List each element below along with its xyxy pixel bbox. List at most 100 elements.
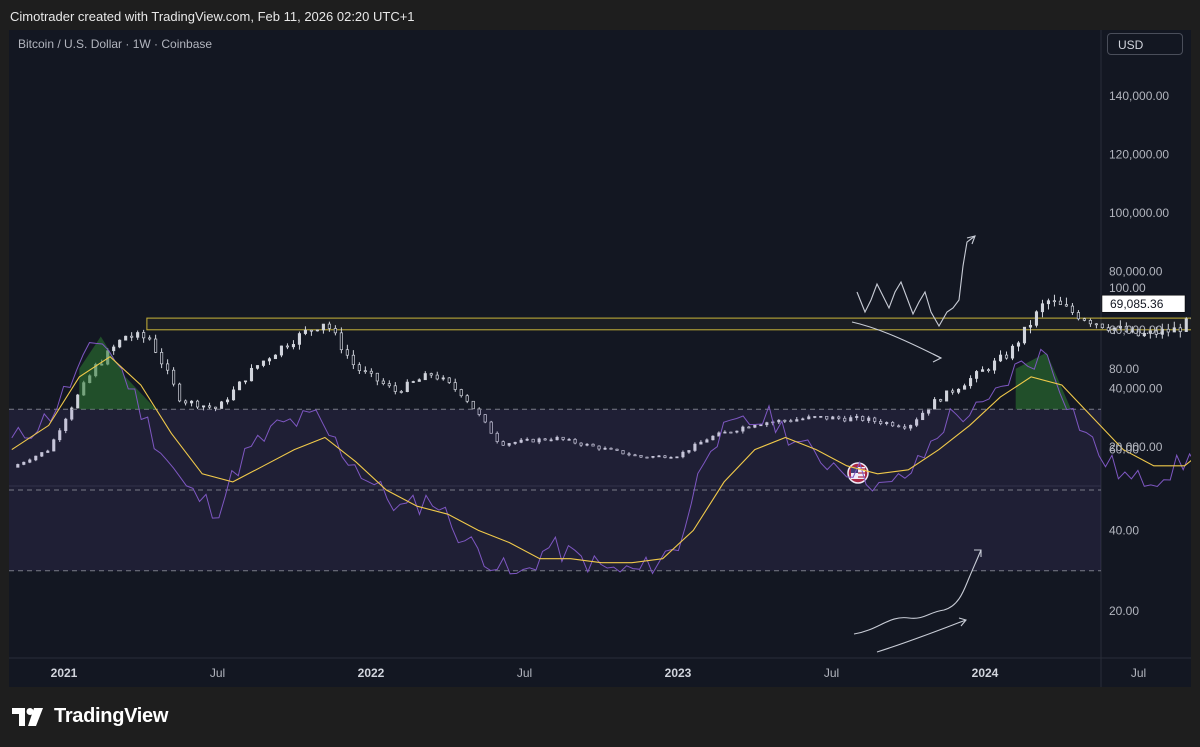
candle-body <box>789 420 793 423</box>
candle-body <box>1088 320 1092 325</box>
candle-body <box>1142 332 1146 337</box>
candle-body <box>657 455 661 458</box>
candle-body <box>136 332 140 338</box>
annotation-arrow-head <box>974 549 982 557</box>
candle-body <box>1148 330 1152 334</box>
annotation-down-scenario <box>851 321 942 359</box>
candle-body <box>393 385 397 392</box>
candle-body <box>879 421 883 424</box>
annotation-arrow-head <box>932 353 943 363</box>
candle-body <box>603 447 607 450</box>
price-axis-tick: 100,000.00 <box>1109 206 1169 220</box>
candle-body <box>441 377 445 380</box>
rsi-axis-tick: 80.00 <box>1109 362 1139 376</box>
candle-body <box>1052 300 1057 303</box>
rsi-axis-tick: 40.00 <box>1109 523 1139 537</box>
candle-body <box>1022 326 1027 344</box>
candle-body <box>1184 318 1188 332</box>
candle-body <box>28 459 32 463</box>
candle-body <box>483 414 487 423</box>
candle-body <box>669 456 673 459</box>
candle-body <box>447 377 451 383</box>
currency-button[interactable]: USD <box>1107 33 1183 55</box>
candle-body <box>1118 325 1122 329</box>
rsi-axis-tick: 100.00 <box>1109 281 1146 295</box>
candle-body <box>729 431 733 434</box>
candle-body <box>1178 327 1182 332</box>
candle-body <box>939 399 943 402</box>
last-price-label: 69,085.36 <box>1110 297 1164 311</box>
candle-body <box>369 370 373 374</box>
brand-name: TradingView <box>54 705 169 727</box>
candle-body <box>213 406 218 409</box>
candle-body <box>208 405 212 408</box>
candle-body <box>285 345 290 348</box>
candle-body <box>303 329 307 334</box>
candle-body <box>196 400 200 408</box>
rsi-line <box>11 342 1191 575</box>
candle-body <box>339 332 343 351</box>
candle-body <box>399 391 403 393</box>
candle-body <box>1004 354 1009 359</box>
candle-body <box>405 381 409 392</box>
annotation-arrow-head <box>958 617 967 627</box>
symbol-legend[interactable]: Bitcoin / U.S. Dollar · 1W · Coinbase <box>18 37 213 51</box>
candle-body <box>465 395 469 402</box>
price-axis-tick: 80,000.00 <box>1109 264 1163 278</box>
time-axis-tick: 2023 <box>665 666 692 680</box>
candle-body <box>735 430 739 433</box>
candle-body <box>1106 327 1110 331</box>
candle-body <box>855 416 859 418</box>
candle-body <box>70 407 74 420</box>
candle-body <box>795 419 799 422</box>
candle-body <box>837 416 841 419</box>
candle-body <box>375 372 379 382</box>
time-axis-tick: Jul <box>1131 666 1146 680</box>
candle-body <box>681 451 685 458</box>
candle-body <box>986 369 991 372</box>
candle-body <box>219 401 224 409</box>
rsi-overbought-fill <box>79 336 157 410</box>
candle-body <box>411 381 415 383</box>
candle-body <box>567 438 571 441</box>
candle-body <box>291 344 295 348</box>
candle-body <box>495 432 499 442</box>
candle-body <box>34 455 38 461</box>
candle-body <box>351 354 355 366</box>
candle-body <box>693 443 697 451</box>
candle-body <box>46 450 50 453</box>
candle-body <box>825 415 829 420</box>
rsi-axis-tick: 20.00 <box>1109 604 1139 618</box>
candle-body <box>52 439 56 452</box>
candle-body <box>903 426 907 429</box>
candle-body <box>573 438 577 444</box>
candle-body <box>969 378 973 387</box>
time-axis-tick: 2021 <box>51 666 78 680</box>
candle-body <box>867 417 871 421</box>
candle-body <box>1100 323 1104 329</box>
chart-frame[interactable]: 20,000.00 40,000.00 60,000.00 80,000.00 100,… <box>9 30 1191 687</box>
candle-body <box>747 426 751 429</box>
candle-body <box>363 370 367 373</box>
candle-body <box>327 323 331 329</box>
rsi-ma-line <box>11 356 1191 564</box>
candle-body <box>765 422 769 426</box>
candle-body <box>1172 327 1176 333</box>
candle-body <box>279 345 284 356</box>
candle-body <box>663 455 667 458</box>
candle-body <box>64 418 68 431</box>
candle-body <box>1082 318 1086 321</box>
candle-body <box>1160 328 1164 335</box>
price-axis-tick: 40,000.00 <box>1109 381 1163 395</box>
candle-body <box>255 365 260 369</box>
candle-body <box>1130 329 1134 333</box>
candle-body <box>142 332 146 339</box>
candle-body <box>423 373 427 381</box>
candle-body <box>16 464 20 468</box>
candle-body <box>741 426 745 432</box>
chart-canvas[interactable]: 20,000.00 40,000.00 60,000.00 80,000.00 100,… <box>9 30 1191 687</box>
candle-body <box>501 441 505 446</box>
candle-body <box>1136 329 1140 337</box>
candle-body <box>231 389 236 401</box>
candle-body <box>435 374 439 380</box>
